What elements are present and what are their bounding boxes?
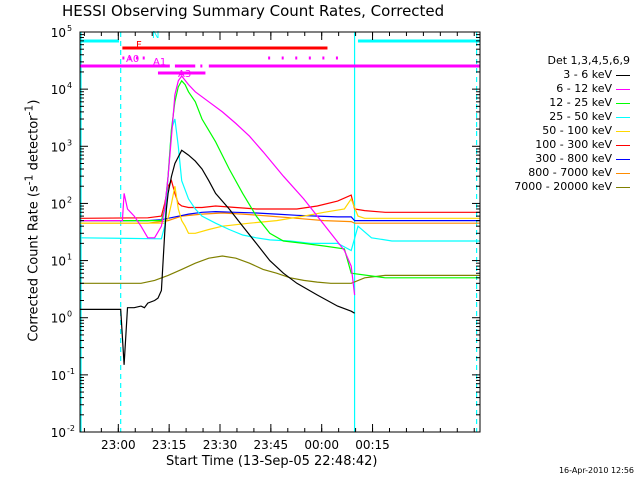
- state-bar-segment: [129, 56, 132, 60]
- state-bar-label: N: [152, 30, 159, 41]
- state-bar-segment: [295, 56, 298, 60]
- state-bar-segment: [80, 64, 170, 68]
- series-line: [80, 212, 480, 224]
- plot-axes: [79, 31, 481, 433]
- legend-swatch: [616, 186, 630, 188]
- state-bar-segment: [157, 71, 206, 75]
- state-bar-segment: [142, 56, 145, 60]
- legend-item: 6 - 12 keV: [488, 82, 634, 96]
- legend-label: 300 - 800 keV: [535, 152, 612, 165]
- chart-title: HESSI Observing Summary Count Rates, Cor…: [62, 2, 445, 20]
- legend-label: 50 - 100 keV: [542, 124, 612, 137]
- legend: Det 1,3,4,5,6,9 3 - 6 keV 6 - 12 keV 12 - …: [488, 54, 634, 194]
- y-tick-exponent: 2: [67, 195, 72, 204]
- state-bar-segment: [200, 64, 203, 68]
- y-tick-label: 10: [51, 197, 66, 211]
- legend-swatch: [616, 102, 630, 104]
- state-bar-segment: [174, 64, 196, 68]
- legend-label: 3 - 6 keV: [563, 68, 612, 81]
- legend-label: 12 - 25 keV: [549, 96, 612, 109]
- y-tick-label: 10: [51, 369, 66, 383]
- state-bar-segment: [135, 56, 138, 60]
- legend-item: 100 - 300 keV: [488, 138, 634, 152]
- legend-label: 6 - 12 keV: [556, 82, 612, 95]
- legend-item: 12 - 25 keV: [488, 96, 634, 110]
- state-bar-segment: [208, 64, 481, 68]
- state-bar-segment: [122, 56, 125, 60]
- legend-swatch: [616, 74, 630, 76]
- x-axis-label: Start Time (13-Sep-05 22:48:42): [166, 454, 378, 469]
- series-line: [80, 74, 356, 296]
- legend-item: 25 - 50 keV: [488, 110, 634, 124]
- legend-item: 300 - 800 keV: [488, 152, 634, 166]
- legend-item: 3 - 6 keV: [488, 68, 634, 82]
- series-line: [80, 149, 355, 365]
- y-tick-exponent: 0: [67, 310, 72, 319]
- observing-state-bars: NF A0 A1 A3: [80, 30, 481, 80]
- series-line: [79, 179, 480, 219]
- legend-item: 50 - 100 keV: [488, 124, 634, 138]
- y-tick-label: 10: [51, 140, 66, 154]
- x-tick-label: 23:45: [254, 438, 289, 452]
- x-tick-label: 23:30: [203, 438, 238, 452]
- y-tick-label: 10: [51, 426, 66, 440]
- series-lines: [79, 74, 480, 365]
- state-bar-label: A0: [126, 54, 139, 65]
- y-tick-exponent: 1: [67, 253, 72, 262]
- state-bar-label: A3: [178, 69, 191, 80]
- state-bar-segment: [308, 56, 311, 60]
- vertical-markers: [80, 32, 478, 432]
- legend-swatch: [616, 172, 630, 174]
- legend-swatch: [616, 158, 630, 160]
- state-bar-segment: [80, 39, 119, 43]
- legend-swatch: [616, 144, 630, 146]
- series-line: [80, 79, 480, 279]
- legend-label: 800 - 7000 keV: [528, 166, 612, 179]
- x-tick-label: 00:00: [304, 438, 339, 452]
- series-line: [80, 186, 480, 234]
- y-tick-label: 10: [51, 26, 66, 40]
- legend-title: Det 1,3,4,5,6,9: [547, 54, 630, 67]
- state-bar-segment: [268, 56, 271, 60]
- legend-item: 800 - 7000 keV: [488, 166, 634, 180]
- state-bar-segment: [357, 39, 480, 43]
- y-tick-label: 10: [51, 83, 66, 97]
- legend-label: 25 - 50 keV: [549, 110, 612, 123]
- y-tick-label: 10: [51, 312, 66, 326]
- y-tick-exponent: 5: [67, 24, 72, 33]
- legend-swatch: [616, 130, 630, 132]
- y-tick-exponent: 3: [67, 138, 72, 147]
- series-line: [79, 118, 480, 252]
- state-bar-segment: [281, 56, 284, 60]
- legend-label: 100 - 300 keV: [535, 138, 612, 151]
- y-tick-exponent: 4: [67, 81, 72, 90]
- y-tick-label: 10: [51, 255, 66, 269]
- legend-label: 7000 - 20000 keV: [514, 180, 612, 193]
- state-bar-segment: [122, 46, 328, 50]
- legend-swatch: [616, 116, 630, 118]
- state-bar-segment: [335, 56, 338, 60]
- legend-item: 7000 - 20000 keV: [488, 180, 634, 194]
- x-tick-label: 23:15: [152, 438, 187, 452]
- x-tick-label: 00:15: [355, 438, 390, 452]
- legend-swatch: [616, 88, 630, 90]
- plot-frame: [79, 31, 481, 433]
- timestamp: 16-Apr-2010 12:56: [558, 466, 634, 475]
- x-tick-label: 23:00: [101, 438, 136, 452]
- series-line: [80, 210, 480, 222]
- state-bar-label: F: [136, 40, 142, 51]
- state-bar-label: A1: [153, 57, 166, 68]
- y-tick-exponent: -2: [67, 424, 75, 433]
- y-tick-exponent: -1: [67, 367, 75, 376]
- state-bar-segment: [322, 56, 325, 60]
- y-axis-label: Corrected Count Rate (s-1 detector-1): [22, 99, 42, 342]
